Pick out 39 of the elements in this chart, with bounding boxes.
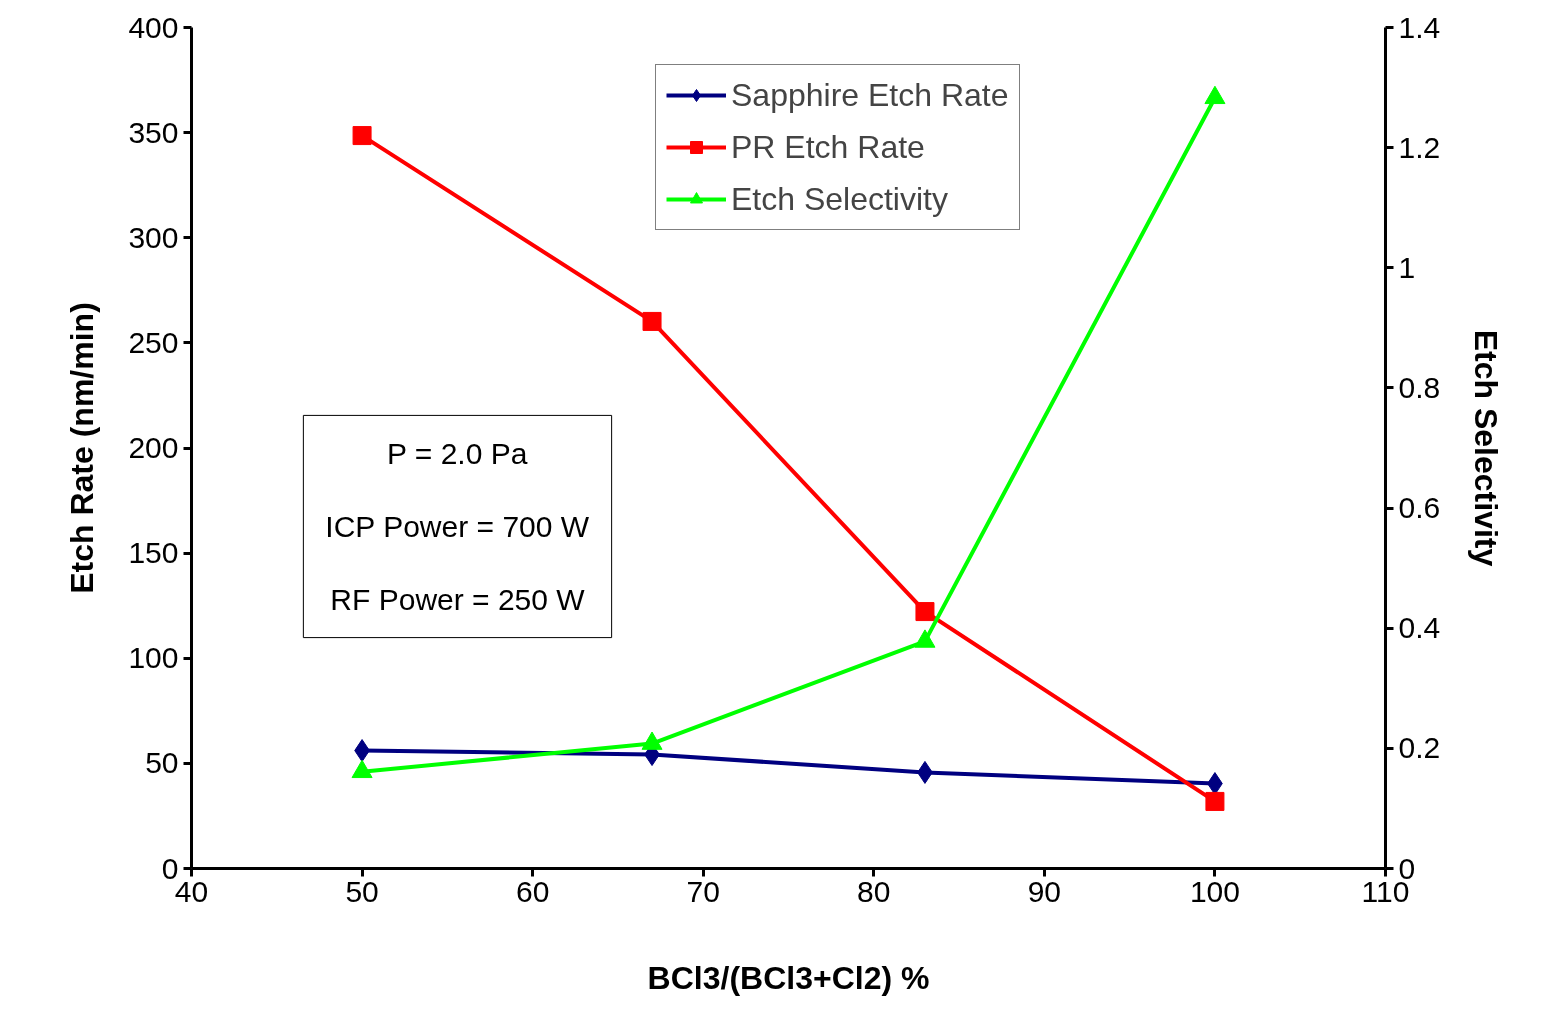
y2-tick-label: 0.8 <box>1398 370 1441 404</box>
point <box>914 629 936 648</box>
y2-tick-label: 1.2 <box>1398 130 1441 164</box>
legend-label: Sapphire Etch Rate <box>731 75 1009 115</box>
x-tick-label: 100 <box>1189 874 1240 908</box>
y-tick-label: 150 <box>128 536 179 570</box>
point <box>351 759 373 779</box>
point <box>641 731 663 750</box>
legend-label: PR Etch Rate <box>731 127 925 167</box>
y-axis-title: Etch Rate (nm/min) <box>64 302 101 594</box>
y2-tick-label: 0.6 <box>1398 491 1441 525</box>
y-tick-label: 250 <box>128 325 179 359</box>
point <box>352 126 372 146</box>
x-tick-label: 70 <box>686 874 720 908</box>
annotation: ICP Power = 700 W <box>325 510 590 543</box>
y-tick-label: 50 <box>145 746 179 780</box>
point <box>1205 791 1225 811</box>
x-tick-label: 90 <box>1027 874 1062 908</box>
y-tick-label: 400 <box>128 10 179 44</box>
x-tick-label: 80 <box>857 874 891 908</box>
legend-label: Etch Selectivity <box>731 179 948 219</box>
x-tick-label: 50 <box>345 874 379 908</box>
x-tick-label: 60 <box>515 874 550 908</box>
point <box>642 311 662 331</box>
y2-tick-label: 1.4 <box>1398 10 1441 44</box>
y2-tick-label: 1 <box>1398 250 1416 284</box>
y-tick-label: 0 <box>161 851 179 885</box>
point <box>915 602 935 622</box>
y2-tick-label: 0.4 <box>1398 611 1441 645</box>
y2-axis-title: Etch Selectivity <box>1468 329 1505 567</box>
y-tick-label: 100 <box>128 641 179 675</box>
annotation: P = 2.0 Pa <box>387 437 528 471</box>
y-tick-label: 200 <box>128 431 179 464</box>
annotation: RF Power = 250 W <box>330 582 586 616</box>
x-axis-title: BCl3/(BCl3+Cl2) % <box>647 959 930 996</box>
point <box>1204 85 1226 105</box>
y2-tick-label: 0.2 <box>1398 731 1441 765</box>
y-tick-label: 350 <box>128 115 179 149</box>
y-tick-label: 300 <box>128 220 179 254</box>
